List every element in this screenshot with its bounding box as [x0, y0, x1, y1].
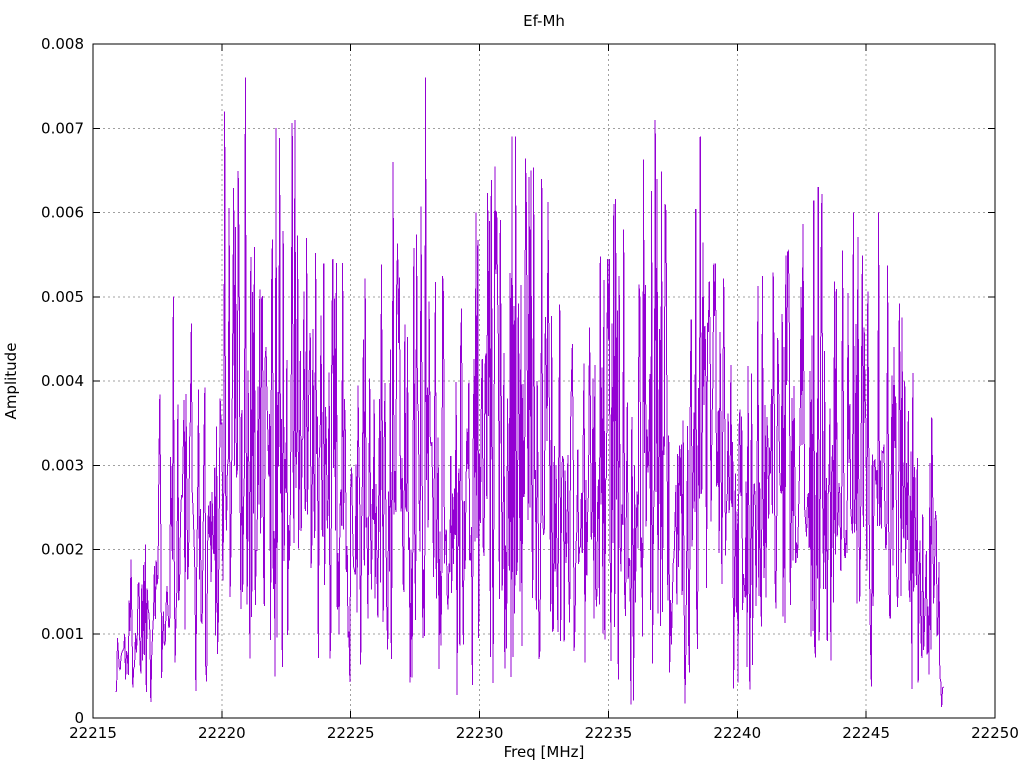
signal-trace: [115, 77, 944, 707]
y-axis-label: Amplitude: [2, 343, 20, 420]
y-tick-label: 0.001: [41, 625, 84, 643]
y-tick-label: 0.005: [41, 288, 84, 306]
x-tick-label: 22230: [456, 724, 504, 742]
x-tick-label: 22235: [585, 724, 633, 742]
chart-title: Ef-Mh: [523, 12, 565, 30]
x-tick-label: 22240: [713, 724, 761, 742]
x-axis-label: Freq [MHz]: [504, 743, 585, 761]
x-tick-label: 22220: [198, 724, 246, 742]
y-tick-label: 0.004: [41, 372, 84, 390]
y-tick-label: 0.002: [41, 541, 84, 559]
x-tick-label: 22250: [971, 724, 1019, 742]
axis-tick-labels: 22215 22220 22225 22230 22235 22240 22245 22250…: [41, 35, 1019, 742]
y-tick-label: 0.003: [41, 456, 84, 474]
y-tick-label: 0.007: [41, 119, 84, 137]
x-tick-label: 22225: [327, 724, 375, 742]
x-tick-label: 22215: [69, 724, 117, 742]
y-tick-label: 0: [74, 709, 84, 727]
x-tick-label: 22245: [842, 724, 890, 742]
plot-border: [92, 43, 996, 719]
signal-trace-layer: [115, 77, 944, 707]
y-tick-label: 0.006: [41, 204, 84, 222]
y-tick-label: 0.008: [41, 35, 84, 53]
